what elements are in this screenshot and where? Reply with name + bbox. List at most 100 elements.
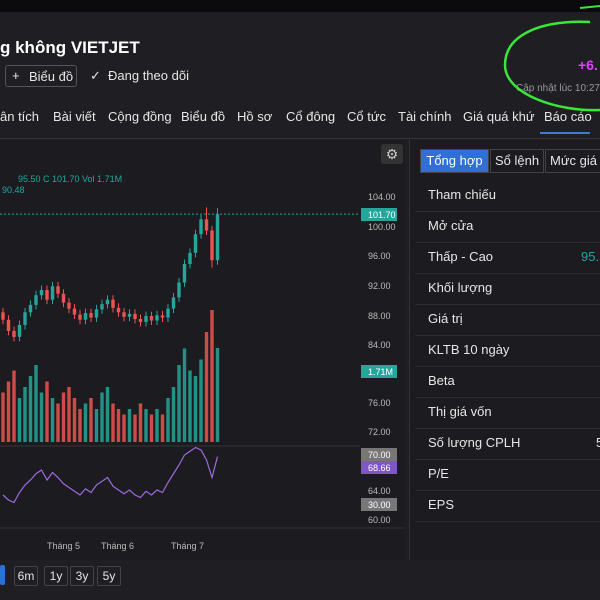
candle-body xyxy=(133,313,137,320)
volume-bar xyxy=(199,359,203,442)
last-price: 101.70 xyxy=(368,210,396,220)
candle-body xyxy=(61,293,66,303)
candle-body xyxy=(56,286,60,294)
candle-body xyxy=(105,299,110,305)
volume-bar xyxy=(182,348,187,442)
row-divider xyxy=(415,304,600,305)
nav-tab[interactable]: Giá quá khứ xyxy=(463,109,535,124)
candle-body xyxy=(188,252,192,264)
volume-bar xyxy=(160,414,165,442)
check-icon: ✓ xyxy=(90,68,101,83)
candle-body xyxy=(100,304,104,310)
volume-bar xyxy=(56,403,60,442)
candle-body xyxy=(116,307,121,313)
nav-tab[interactable]: Cổ tức xyxy=(347,109,387,124)
panel-tab[interactable]: Tổng hợp xyxy=(420,149,489,173)
row-divider xyxy=(415,521,600,522)
volume-bar xyxy=(100,392,104,442)
row-divider xyxy=(415,335,600,336)
legend: 95.50 C 101.70 Vol 1.71M xyxy=(18,174,122,184)
volume-bar xyxy=(116,409,121,442)
candle-body xyxy=(6,319,11,331)
candle-body xyxy=(166,308,170,318)
row-label: P/E xyxy=(428,466,449,481)
chart-bg xyxy=(0,140,405,560)
rsi-value: 68.66 xyxy=(368,463,391,473)
period-button[interactable]: 3y xyxy=(70,566,94,586)
volume-bar xyxy=(23,387,27,442)
volume-bar xyxy=(171,387,176,442)
period-button[interactable]: 5y xyxy=(97,566,121,586)
volume-bar xyxy=(144,409,148,442)
row-divider xyxy=(415,273,600,274)
panel-tab[interactable]: Mức giá xyxy=(545,149,600,173)
panel-tab[interactable]: Sổ lệnh xyxy=(490,149,544,173)
row-divider xyxy=(415,428,600,429)
nav-tab[interactable]: Cổ đông xyxy=(286,109,336,124)
volume-bar xyxy=(155,409,159,442)
candle-body xyxy=(144,316,148,322)
row-label: Mở cửa xyxy=(428,218,474,233)
row-divider xyxy=(415,397,600,398)
volume-bar xyxy=(89,398,93,442)
updated: Cập nhật lúc 10:27:10 | V xyxy=(516,83,600,94)
nav-tab[interactable]: Tài chính xyxy=(398,109,452,124)
candle-body xyxy=(94,309,99,318)
rsi-upper: 70.00 xyxy=(368,450,391,460)
rsi-lower: 30.00 xyxy=(368,500,391,510)
row-divider xyxy=(415,211,600,212)
volume-bar xyxy=(72,398,77,442)
volume-bar xyxy=(6,381,11,442)
volume-bar xyxy=(204,332,209,442)
row-value: 95. xyxy=(581,249,600,264)
hand-circle xyxy=(503,20,600,112)
nav-tab[interactable]: Báo cáo xyxy=(544,109,592,124)
settings-button[interactable] xyxy=(381,144,403,164)
row-label: KLTB 10 ngày xyxy=(428,342,510,357)
follow-button[interactable]: ✓ Đang theo dõi xyxy=(88,65,189,85)
volume-bar xyxy=(122,414,126,442)
month-label: Tháng 7 xyxy=(171,541,204,551)
volume-bar xyxy=(50,398,55,442)
nav-tab[interactable]: Biểu đồ xyxy=(181,109,226,124)
candle-body xyxy=(34,295,38,305)
volume-bar xyxy=(17,398,22,442)
candle-body xyxy=(204,219,209,231)
nav-tab[interactable]: Cộng đồng xyxy=(108,109,172,124)
axis-label: 88.00 xyxy=(368,311,391,321)
nav-tab[interactable]: Hồ sơ xyxy=(237,109,273,124)
period-button[interactable]: 1y xyxy=(44,566,68,586)
axis-label: 76.00 xyxy=(368,398,391,408)
hand-stroke xyxy=(579,5,600,9)
candle-body xyxy=(215,214,220,261)
row-divider xyxy=(415,459,600,460)
row-divider xyxy=(415,490,600,491)
period-button[interactable]: 6m xyxy=(14,566,38,586)
volume-bar xyxy=(1,392,5,442)
candle-body xyxy=(160,315,165,318)
candle-body xyxy=(78,314,82,320)
row-value: 5 xyxy=(596,435,600,450)
ma-legend: 90.48 xyxy=(2,185,25,195)
volume-bar xyxy=(166,398,170,442)
candle-body xyxy=(111,299,115,308)
volume-bar xyxy=(188,370,192,442)
axis-label: 64.00 xyxy=(368,486,391,496)
month-label: Tháng 6 xyxy=(101,541,134,551)
button-label: Đang theo dõi xyxy=(108,68,189,83)
nav-tab[interactable]: Bài viết xyxy=(53,109,96,124)
candle-body xyxy=(182,263,187,283)
candle-body xyxy=(177,282,181,298)
row-label: Tham chiếu xyxy=(428,187,496,202)
volume-bar xyxy=(28,376,33,442)
volume-bar xyxy=(12,370,16,442)
volume-bar xyxy=(111,403,115,442)
row-label: Beta xyxy=(428,373,455,388)
nav-tab[interactable]: ân tích xyxy=(0,109,40,124)
volume-bar xyxy=(138,403,143,442)
candle-body xyxy=(17,324,22,337)
candle-body xyxy=(127,313,132,317)
period-active[interactable] xyxy=(0,565,5,585)
chart-button[interactable]: + Biểu đồ xyxy=(5,65,77,87)
